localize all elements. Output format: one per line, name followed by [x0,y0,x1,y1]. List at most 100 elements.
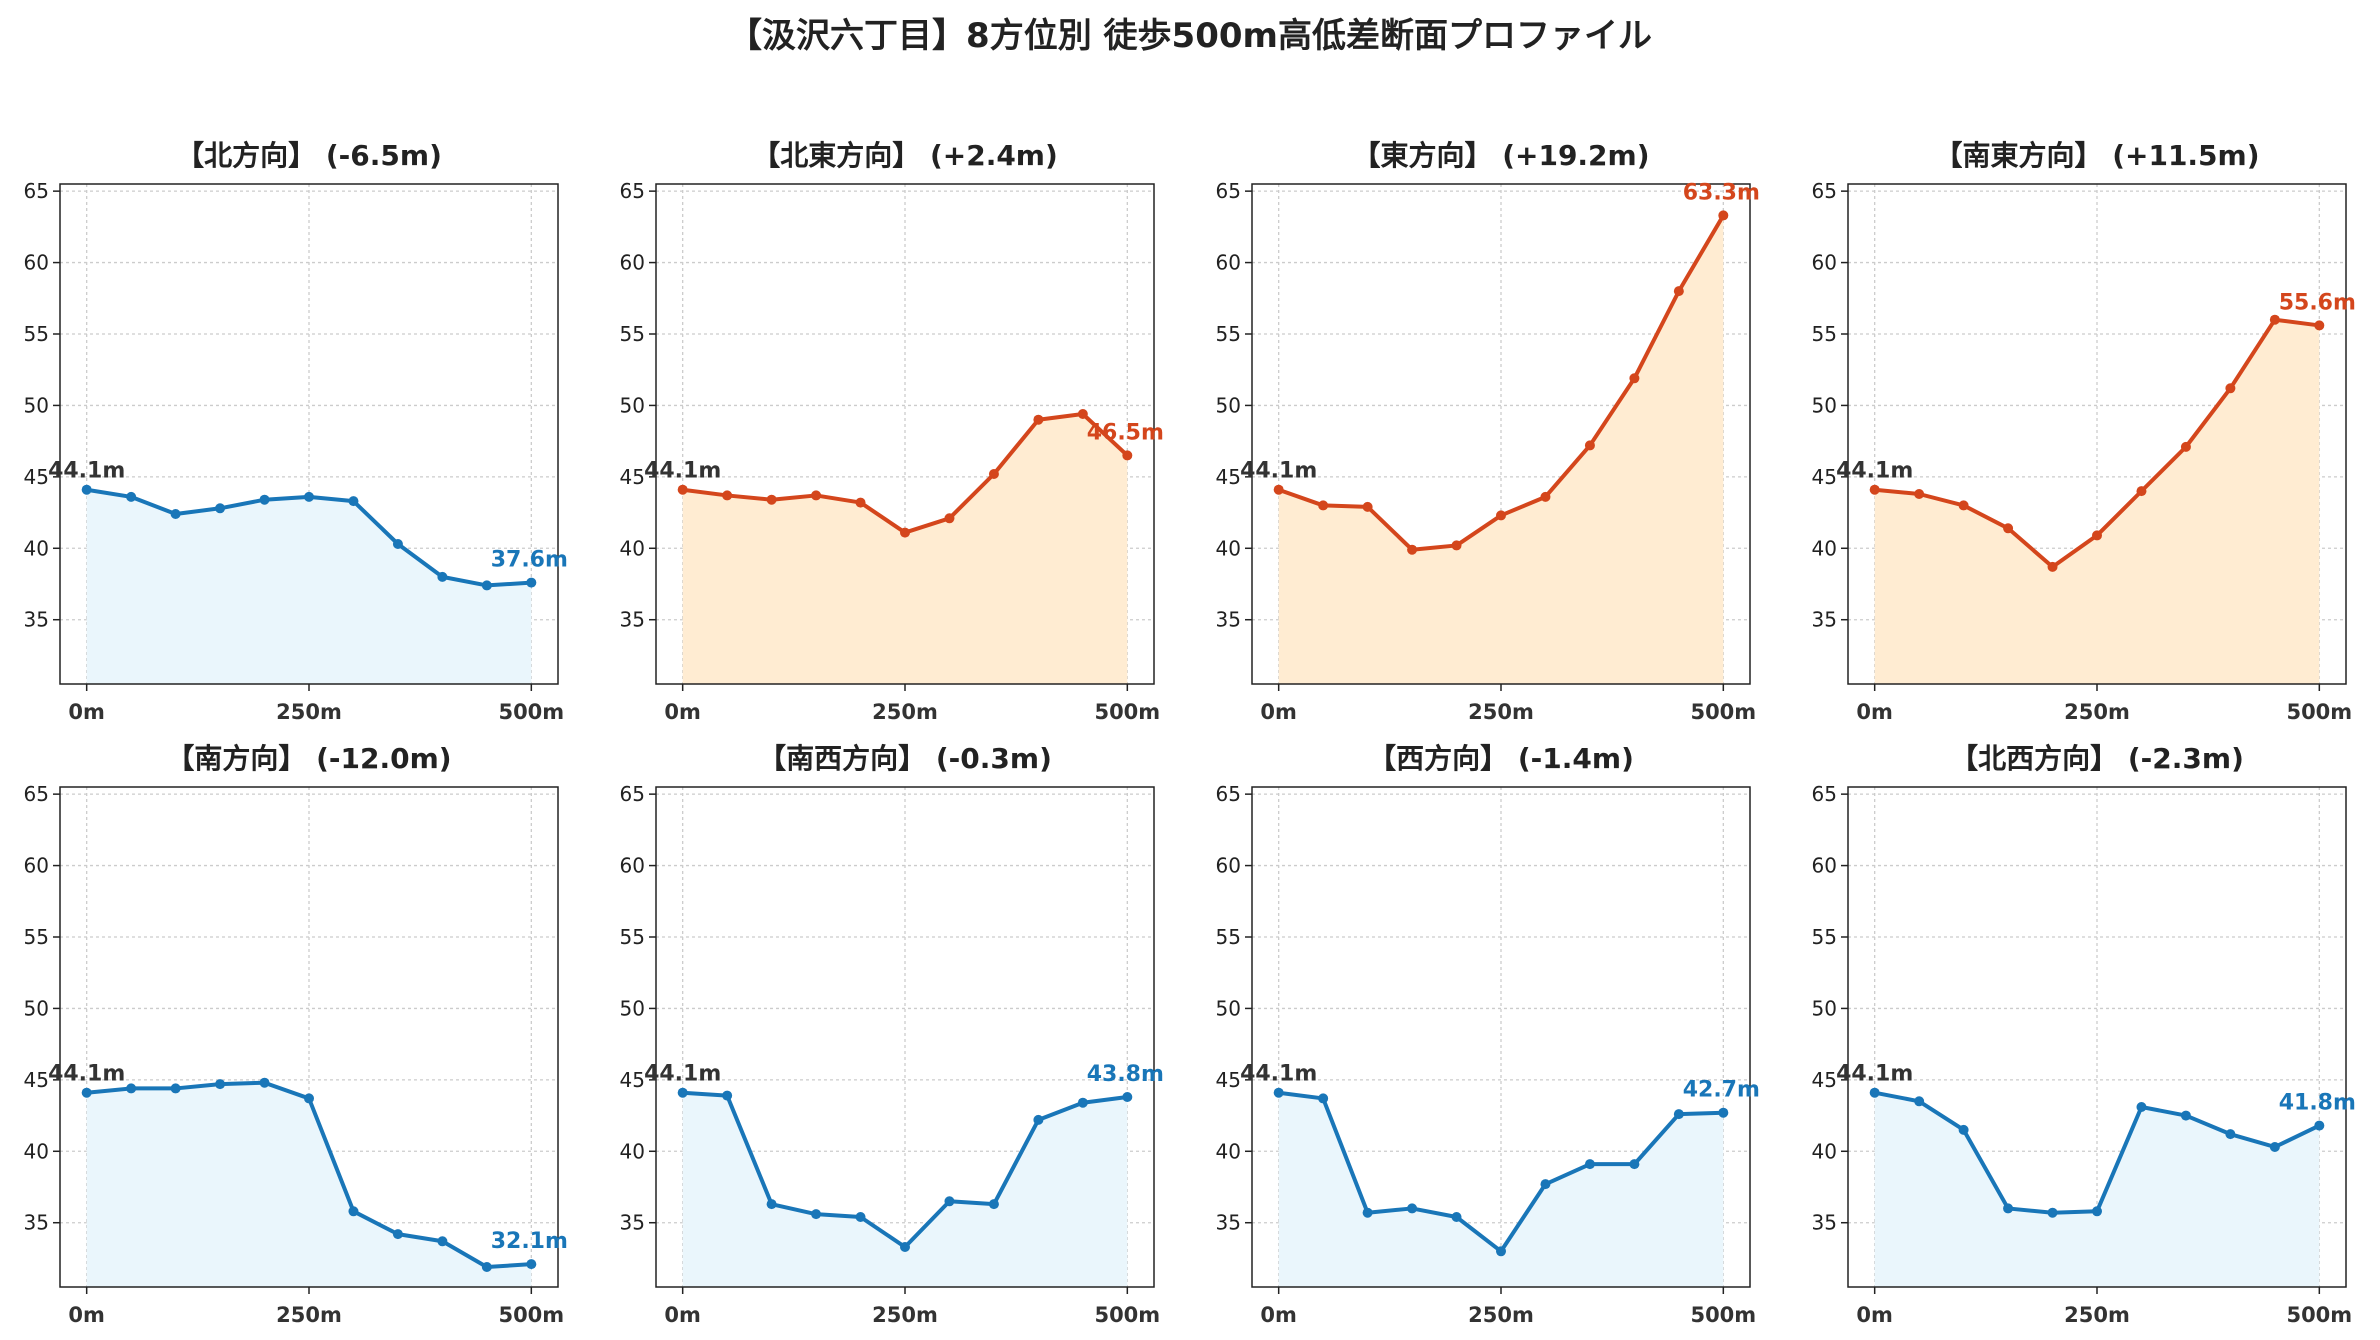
subplot-title: 【南方向】 (-12.0m) [166,742,451,775]
start-label: 44.1m [1240,459,1317,484]
figure-title: 【汲沢六丁目】8方位別 徒歩500m高低差断面プロファイル [728,16,1652,56]
data-point [1584,1159,1595,1170]
area-fill [86,1082,532,1287]
data-point [526,577,537,588]
y-tick-label: 35 [1812,608,1837,632]
y-tick-label: 35 [1812,1211,1837,1235]
data-point [1273,484,1284,495]
subplot-title: 【北西方向】 (-2.3m) [1950,742,2244,775]
x-tick-label: 250m [2064,700,2130,724]
data-point [2180,441,2191,452]
y-tick-label: 45 [1216,465,1241,489]
x-tick-label: 0m [1856,1303,1893,1327]
data-point [766,494,777,505]
data-point [944,1196,955,1207]
y-tick-label: 55 [620,322,645,346]
data-point [2047,561,2058,572]
data-point [2092,1206,2102,1217]
data-point [811,1209,822,1220]
data-point [1122,450,1133,461]
subplot-title: 【南西方向】 (-0.3m) [758,742,1052,775]
x-tick-label: 0m [1260,700,1297,724]
y-tick-label: 35 [620,608,645,632]
data-point [1540,491,1551,502]
data-point [259,494,270,505]
data-point [1451,1212,1462,1222]
y-tick-label: 45 [1216,1068,1241,1092]
end-label: 42.7m [1683,1078,1760,1103]
subplot-6: 35 40 45 50 55 60 65 0m 250m 500m 44.1m 42.7m 【西方向】 … [1216,742,1760,1327]
data-point [259,1077,270,1088]
data-point [1362,501,1373,512]
y-tick-label: 50 [1812,996,1837,1020]
area-fill [86,489,532,684]
data-point [526,1259,537,1270]
y-tick-label: 35 [24,1211,49,1235]
data-point [1077,409,1088,419]
y-tick-label: 60 [620,854,645,878]
data-point [81,484,92,495]
y-tick-label: 55 [1216,322,1241,346]
x-tick-label: 250m [1468,1303,1534,1327]
data-point [1914,1096,1925,1107]
data-point [944,513,955,524]
x-tick-label: 500m [1690,700,1756,724]
end-label: 55.6m [2279,290,2356,315]
data-point [481,1262,492,1272]
y-tick-label: 55 [1812,925,1837,949]
data-point [2047,1207,2058,1218]
end-label: 63.3m [1683,180,1760,205]
data-point [1869,484,1880,495]
y-tick-label: 65 [620,179,645,203]
data-point [2269,1142,2280,1152]
data-point [1629,1159,1640,1170]
data-point [2003,523,2014,534]
data-point [988,1199,999,1210]
x-tick-label: 500m [2286,700,2352,724]
x-tick-label: 0m [664,700,701,724]
y-tick-label: 35 [620,1211,645,1235]
x-tick-label: 250m [872,1303,938,1327]
data-point [126,491,137,502]
subplot-4: 35 40 45 50 55 60 65 0m 250m 500m 44.1m 32.1m 【南方向】 … [24,742,568,1327]
y-tick-label: 45 [24,465,49,489]
data-point [1718,1107,1729,1118]
data-point [2180,1110,2191,1121]
x-tick-label: 0m [664,1303,701,1327]
y-tick-label: 55 [1812,322,1837,346]
x-tick-label: 500m [1094,1303,1160,1327]
area-fill [682,1092,1128,1287]
y-tick-label: 45 [620,1068,645,1092]
y-tick-label: 40 [1812,536,1837,560]
y-tick-label: 65 [24,179,49,203]
y-tick-label: 45 [1812,1068,1837,1092]
y-tick-label: 50 [1812,393,1837,417]
y-tick-label: 35 [24,608,49,632]
start-label: 44.1m [1240,1062,1317,1087]
data-point [722,490,733,501]
data-point [855,1212,866,1222]
end-label: 46.5m [1087,420,1164,445]
data-point [2225,1129,2236,1140]
end-label: 41.8m [2279,1091,2356,1116]
data-point [1122,1092,1133,1102]
area-fill [1278,215,1724,684]
x-tick-label: 0m [68,1303,105,1327]
y-tick-label: 50 [620,996,645,1020]
data-point [1407,544,1418,555]
data-point [2092,530,2102,541]
x-tick-label: 250m [276,700,342,724]
y-tick-label: 50 [1216,996,1241,1020]
y-tick-label: 45 [620,465,645,489]
data-point [215,503,226,514]
y-tick-label: 35 [1216,1211,1241,1235]
data-point [1958,500,1969,511]
data-point [722,1090,733,1101]
x-tick-label: 250m [1468,700,1534,724]
x-tick-label: 250m [276,1303,342,1327]
area-fill [682,414,1128,684]
subplot-0: 35 40 45 50 55 60 65 0m 250m 500m 44.1m 37.6m 【北方向】 … [24,139,568,724]
x-tick-label: 500m [1094,700,1160,724]
subplot-7: 35 40 45 50 55 60 65 0m 250m 500m 44.1m 41.8m 【北西方向】… [1812,742,2356,1327]
data-point [392,1229,403,1240]
